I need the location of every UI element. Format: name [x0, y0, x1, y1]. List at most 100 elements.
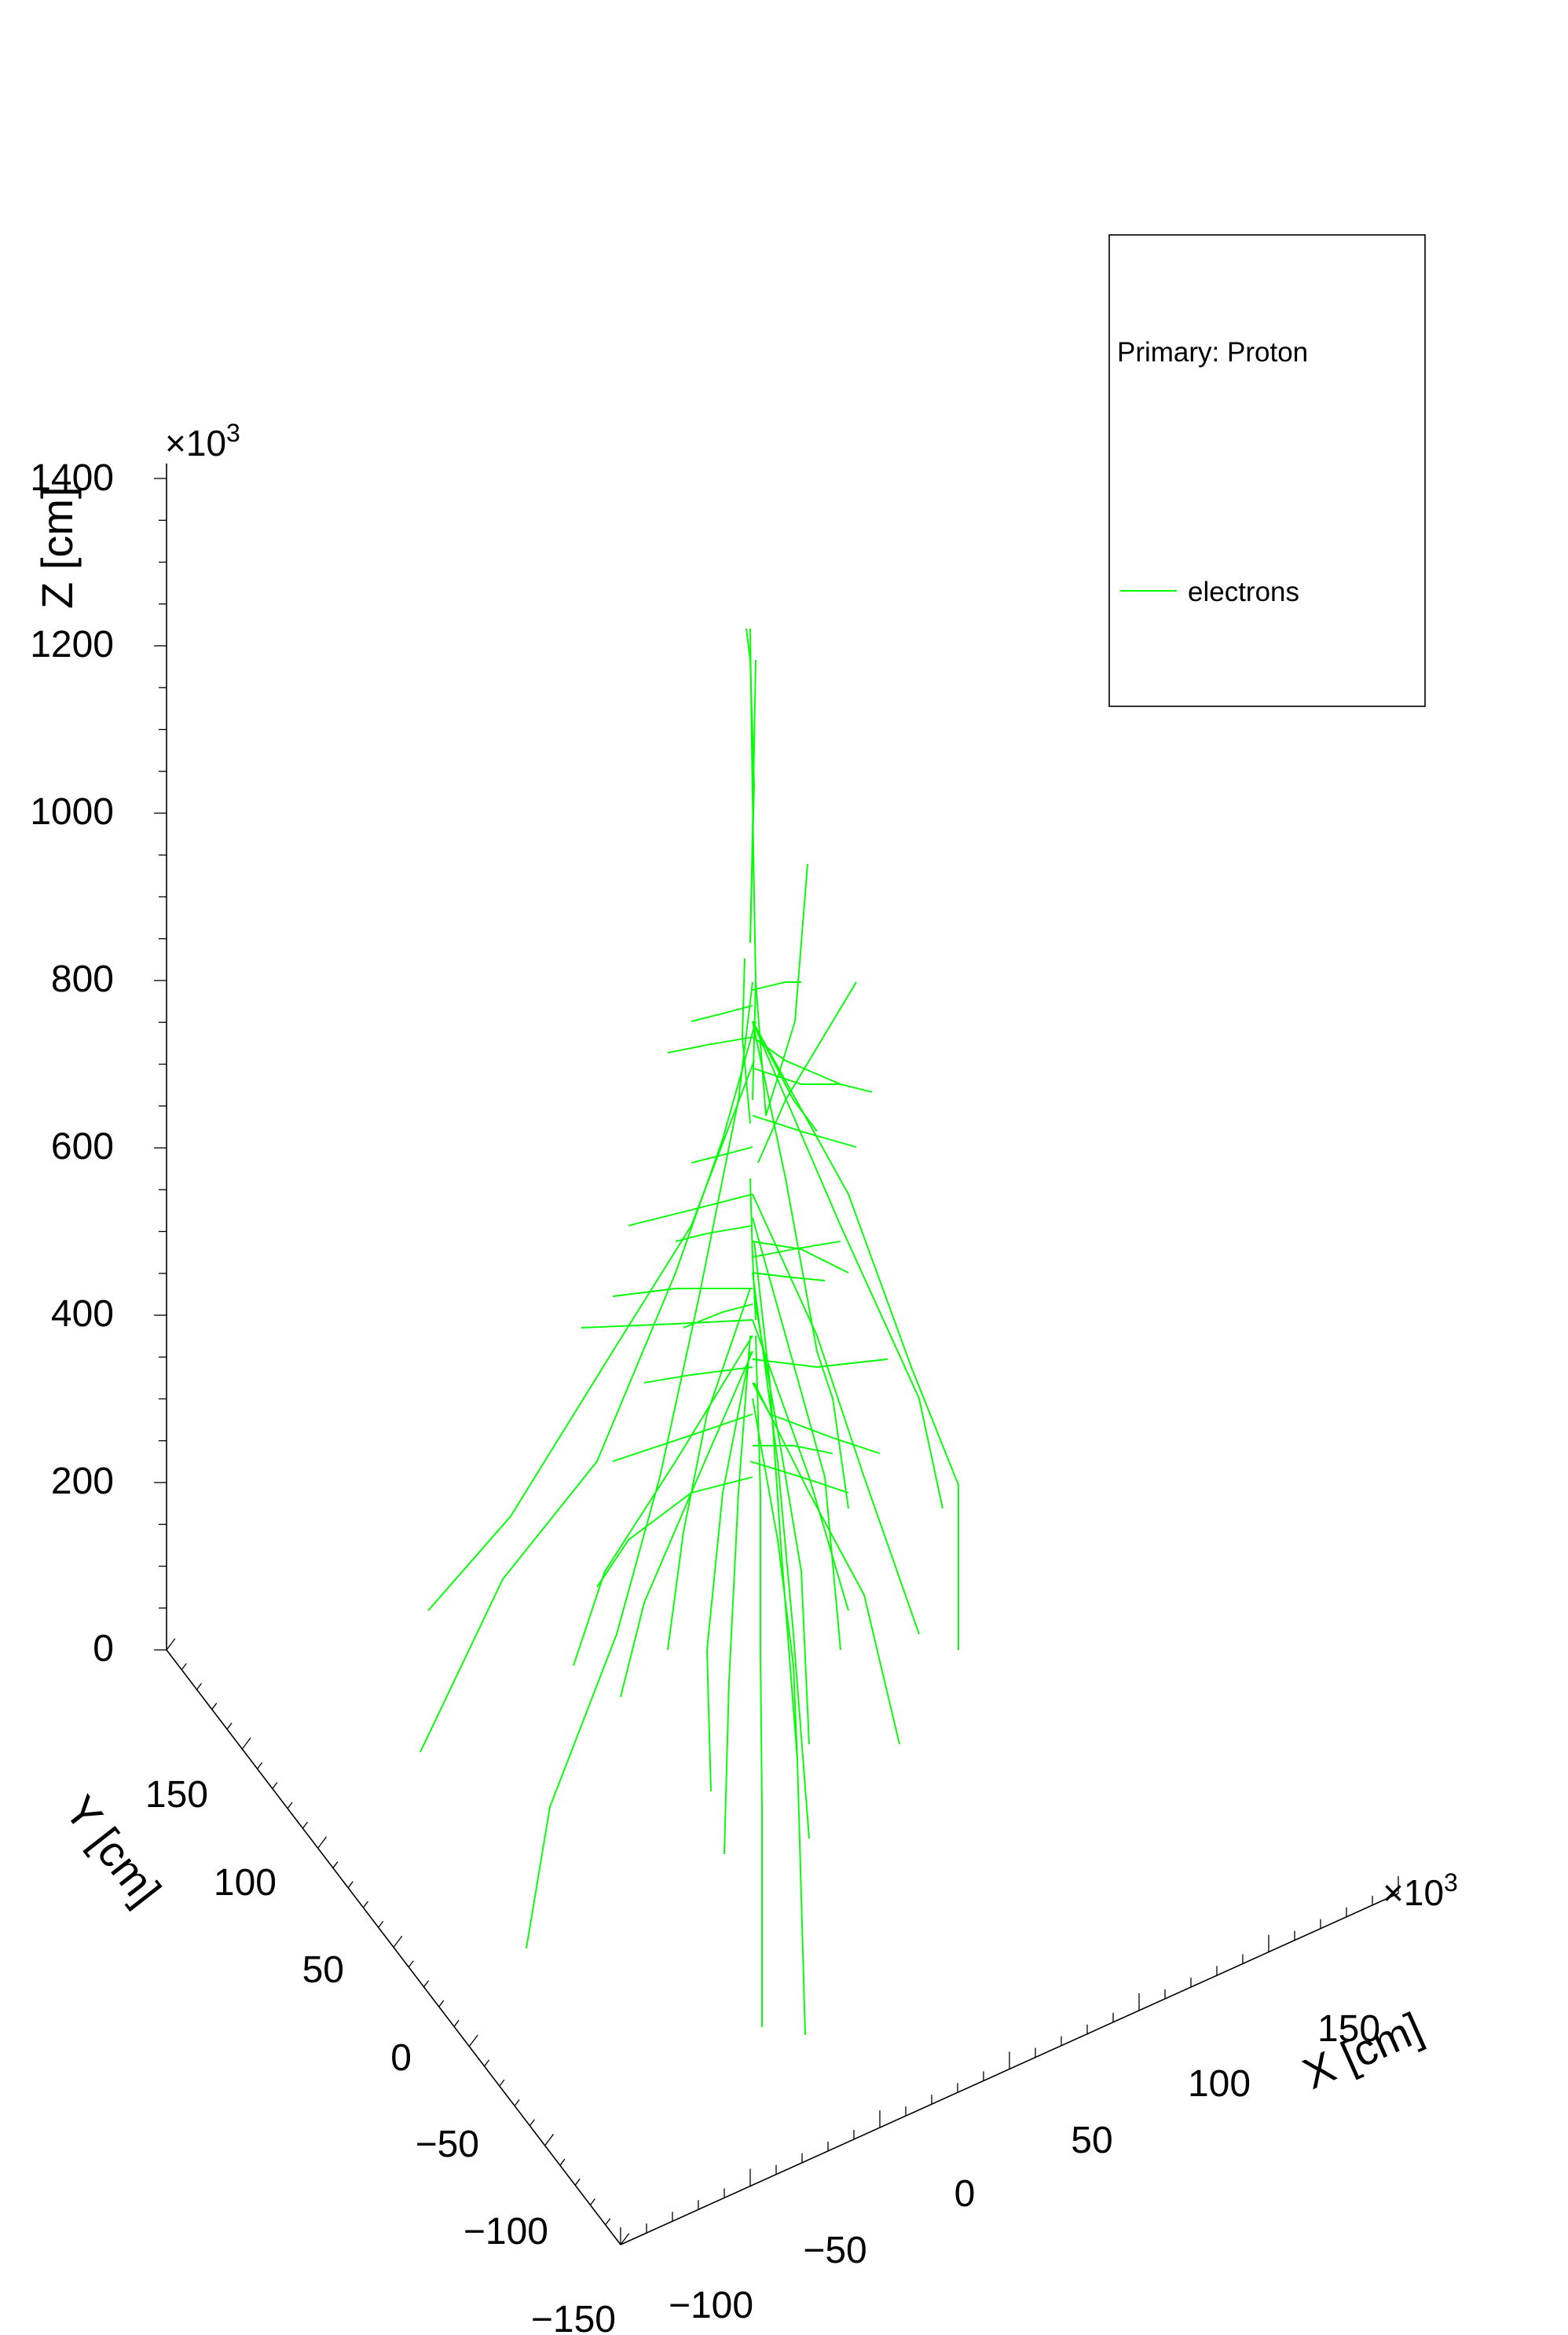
y-tick-label: 50: [302, 1949, 344, 1991]
y-minor-tick: [559, 2158, 566, 2166]
y-tick-label: −100: [463, 2211, 548, 2253]
electron-track: [752, 1241, 841, 1258]
z-axis-title: Z [cm]: [32, 486, 82, 609]
electron-track: [752, 1319, 849, 1611]
y-major-tick: [241, 1737, 251, 1750]
electron-track: [753, 1382, 900, 1745]
y-minor-tick: [362, 1901, 368, 1908]
electron-track: [752, 1241, 849, 1274]
electron-track: [643, 1366, 753, 1384]
x-tick-label: −50: [803, 2230, 866, 2271]
legend-label-electrons: electrons: [1188, 577, 1299, 607]
y-minor-tick: [453, 2020, 460, 2027]
electron-track: [753, 1296, 810, 1745]
y-minor-tick: [438, 2000, 445, 2007]
electron-track: [667, 1036, 753, 1054]
electron-track: [753, 1241, 806, 2036]
electron-track: [612, 1288, 753, 1297]
legend-title: Primary: Proton: [1117, 337, 1308, 368]
z-tick-label: 600: [51, 1126, 114, 1168]
electron-track: [752, 1021, 959, 1650]
x-tick-label: 100: [1188, 2063, 1251, 2105]
y-minor-tick: [408, 1960, 414, 1968]
y-minor-tick: [514, 2099, 520, 2106]
y-major-tick: [544, 2134, 554, 2146]
electron-track: [752, 1398, 798, 1761]
electron-track: [752, 1382, 881, 1454]
y-minor-tick: [226, 1722, 233, 1730]
y-tick-label: −50: [416, 2124, 479, 2165]
y-minor-tick: [529, 2119, 535, 2126]
y-minor-tick: [196, 1683, 203, 1690]
y-tick-label: −150: [531, 2299, 616, 2335]
electron-track: [742, 958, 751, 1124]
y-minor-tick: [605, 2218, 611, 2226]
y-tick-label: 150: [145, 1774, 208, 1816]
y-minor-tick: [211, 1703, 218, 1710]
y-axis-ticks: [166, 1638, 630, 2245]
electron-track: [755, 1335, 763, 2027]
z-tick-label: 1000: [30, 791, 114, 833]
y-tick-label: 0: [390, 2037, 412, 2079]
y-minor-tick: [302, 1821, 308, 1829]
z-tick-label: 400: [51, 1293, 114, 1335]
z-exponent-label: ×103: [165, 419, 240, 464]
electron-track: [752, 981, 801, 991]
electron-track: [683, 1303, 753, 1329]
electron-track: [752, 1021, 943, 1509]
x-tick-label: −100: [669, 2285, 753, 2326]
electron-track: [752, 1217, 841, 1651]
electron-track: [755, 863, 808, 1116]
electron-track: [526, 981, 753, 1949]
electron-track: [753, 1445, 833, 1454]
electron-track: [753, 1068, 873, 1093]
electron-track: [752, 1272, 810, 1839]
electron-track: [620, 1351, 753, 1698]
y-major-tick: [393, 1935, 403, 1948]
electron-track: [675, 1225, 753, 1242]
y-minor-tick: [574, 2178, 581, 2186]
electron-track: [581, 1319, 753, 1329]
y-minor-tick: [287, 1802, 293, 1809]
y-minor-tick: [181, 1662, 187, 1670]
electron-track: [573, 1335, 753, 1666]
x-tick-label: 150: [1317, 2008, 1380, 2050]
electron-track: [749, 628, 757, 1101]
electron-track: [667, 1288, 751, 1651]
y-major-tick: [166, 1638, 176, 1651]
electron-track: [752, 1272, 826, 1281]
electron-track: [612, 1413, 753, 1462]
z-axis-ticks: [154, 478, 167, 1651]
electron-track: [691, 1146, 753, 1164]
electron-tracks: [419, 628, 959, 2036]
electron-track: [628, 1193, 753, 1226]
electron-track: [752, 1021, 849, 1509]
electron-track: [752, 1036, 841, 1085]
legend-box: [1108, 234, 1426, 707]
electron-track: [427, 1060, 755, 1611]
electron-track: [749, 1461, 849, 1494]
y-minor-tick: [423, 1980, 430, 1988]
y-tick-label: 100: [214, 1862, 277, 1904]
electron-track: [691, 1005, 753, 1022]
electron-track: [752, 1358, 888, 1368]
electron-track: [724, 1335, 751, 1855]
y-minor-tick: [347, 1881, 354, 1889]
y-minor-tick: [378, 1920, 384, 1928]
electron-track: [596, 1476, 753, 1588]
y-minor-tick: [257, 1762, 263, 1769]
y-minor-tick: [484, 2059, 490, 2067]
z-tick-label: 1200: [30, 624, 114, 665]
z-tick-label: 0: [93, 1628, 114, 1670]
electron-track: [757, 981, 857, 1164]
electron-track: [706, 1351, 751, 1792]
z-tick-label: 800: [51, 959, 114, 1000]
y-minor-tick: [589, 2198, 595, 2205]
z-tick-label: 1400: [30, 457, 114, 499]
y-major-tick: [317, 1836, 327, 1849]
y-minor-tick: [332, 1861, 339, 1868]
electron-track: [419, 1021, 757, 1753]
electron-track: [752, 1115, 857, 1148]
x-exponent-label: ×103: [1383, 1868, 1458, 1913]
